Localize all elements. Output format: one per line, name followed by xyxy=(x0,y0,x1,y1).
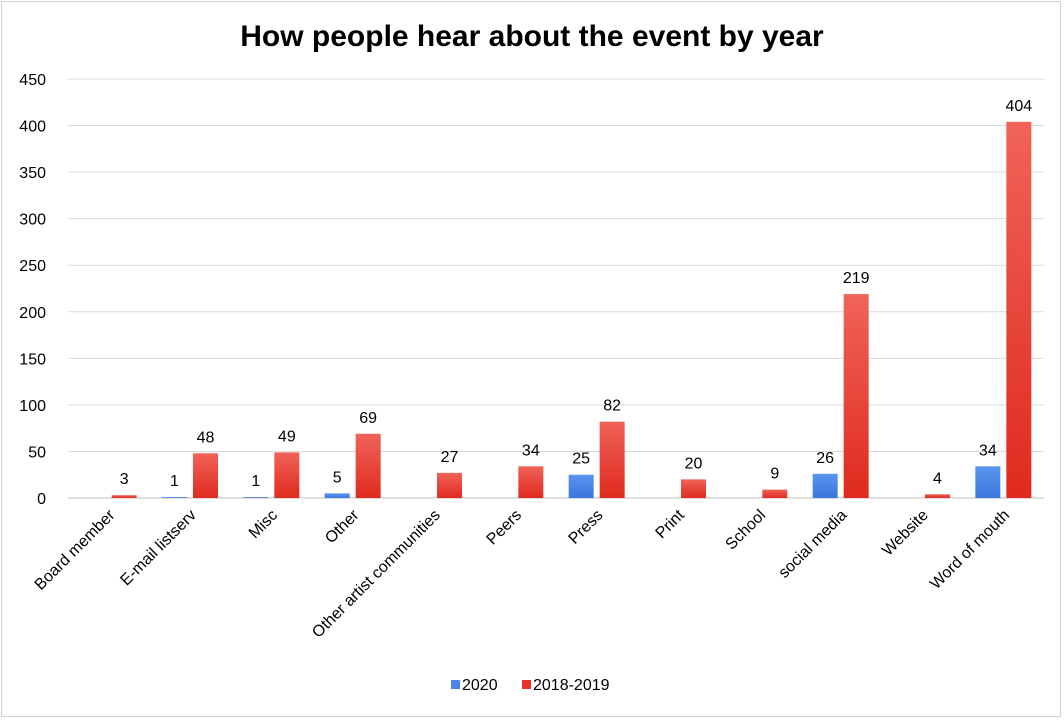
x-category-label: School xyxy=(723,507,770,554)
bar-series-2018-2019 xyxy=(193,453,218,498)
y-tick-label: 150 xyxy=(19,351,46,368)
data-label: 3 xyxy=(120,471,129,488)
y-tick-label: 250 xyxy=(19,258,46,275)
bar-series-2018-2019 xyxy=(843,294,869,498)
legend-swatch xyxy=(451,680,460,689)
data-label: 25 xyxy=(572,451,590,468)
legend-label: 2020 xyxy=(462,677,498,694)
data-label: 48 xyxy=(197,429,215,446)
x-category-label: Print xyxy=(653,506,689,542)
data-label: 1 xyxy=(170,473,179,490)
y-tick-label: 100 xyxy=(19,398,46,415)
legend-label: 2018-2019 xyxy=(533,677,610,694)
chart-title: How people hear about the event by year xyxy=(240,20,824,53)
bar-series-2020 xyxy=(162,497,187,498)
data-label: 1 xyxy=(251,473,260,490)
y-tick-label: 400 xyxy=(19,119,46,136)
x-category-label: Misc xyxy=(246,507,281,542)
data-label: 82 xyxy=(603,398,621,415)
x-category-label: E-mail listserv xyxy=(117,507,199,589)
data-label: 219 xyxy=(843,270,870,287)
bar-series-2018-2019 xyxy=(925,494,950,498)
data-label: 5 xyxy=(333,469,342,486)
bar-series-2018-2019 xyxy=(274,452,300,498)
x-category-label: Word of mouth xyxy=(927,507,1013,593)
y-tick-label: 200 xyxy=(19,305,46,322)
y-tick-label: 50 xyxy=(28,444,46,461)
y-tick-label: 300 xyxy=(19,212,46,229)
legend-swatch xyxy=(522,680,531,689)
bar-series-2018-2019 xyxy=(111,495,137,498)
y-tick-label: 450 xyxy=(19,72,46,89)
data-label: 4 xyxy=(933,470,942,487)
bar-series-2020 xyxy=(812,473,838,498)
data-label: 26 xyxy=(816,450,834,467)
y-tick-label: 0 xyxy=(37,491,46,508)
bar-series-2018-2019 xyxy=(437,472,462,498)
x-category-label: Press xyxy=(566,507,607,548)
bar-series-2018-2019 xyxy=(355,433,381,498)
bar-series-2020 xyxy=(568,474,594,498)
data-label: 69 xyxy=(359,410,377,427)
data-label: 404 xyxy=(1005,98,1032,115)
data-label: 20 xyxy=(685,455,703,472)
data-label: 34 xyxy=(979,442,997,459)
x-category-label: Website xyxy=(879,507,932,560)
bar-series-2018-2019 xyxy=(1006,121,1032,498)
data-label: 34 xyxy=(522,442,540,459)
bar-series-2018-2019 xyxy=(681,479,706,498)
x-category-label: social media xyxy=(776,507,851,582)
bar-series-2018-2019 xyxy=(518,466,544,498)
bar-series-2020 xyxy=(324,493,350,498)
bar-series-2018-2019 xyxy=(762,489,788,498)
x-category-label: Other xyxy=(322,506,363,547)
x-category-label: Peers xyxy=(484,507,526,549)
data-label: 49 xyxy=(278,428,296,445)
data-label: 27 xyxy=(441,449,459,466)
bar-series-2020 xyxy=(243,497,269,498)
bar-series-2020 xyxy=(975,466,1001,498)
y-tick-label: 350 xyxy=(19,165,46,182)
x-category-label: Board member xyxy=(32,506,119,593)
data-label: 9 xyxy=(770,466,779,483)
bar-series-2018-2019 xyxy=(599,421,625,498)
